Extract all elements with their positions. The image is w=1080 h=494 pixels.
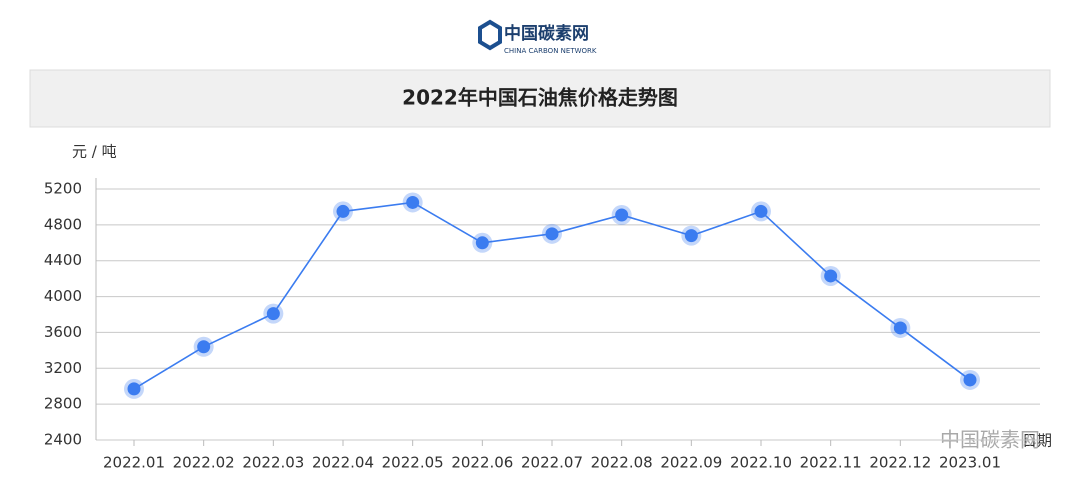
x-tick-label: 2022.08 (591, 454, 653, 472)
y-tick-label: 4800 (44, 215, 82, 233)
y-tick-label: 2400 (44, 431, 82, 449)
x-tick-label: 2022.12 (869, 454, 931, 472)
x-tick-label: 2022.05 (382, 454, 444, 472)
title-band (29, 69, 1051, 128)
point (127, 382, 141, 396)
x-tick-label: 2022.01 (103, 454, 165, 472)
point (406, 195, 420, 209)
x-tick-label: 2022.10 (730, 454, 792, 472)
point (963, 373, 977, 387)
point (684, 229, 698, 243)
plot: 2400 2800 3200 3600 4000 4400 4800 5200 2022.01 2… (44, 178, 1040, 472)
x-tick-label: 2022.04 (312, 454, 374, 472)
logo: 中国碳素网 CHINA CARBON NETWORK (478, 19, 597, 55)
x-tick-label: 2022.07 (521, 454, 583, 472)
y-tick-label: 4000 (44, 287, 82, 305)
point (893, 321, 907, 335)
chart-title: 2022年中国石油焦价格走势图 (402, 86, 678, 110)
logo-icon (478, 19, 502, 51)
x-tick-label: 2022.03 (242, 454, 304, 472)
point (754, 204, 768, 218)
y-axis-label: 元 / 吨 (72, 143, 117, 161)
point (615, 208, 629, 222)
point (266, 307, 280, 321)
point (475, 236, 489, 250)
x-tick-label: 2022.09 (660, 454, 722, 472)
logo-subtitle: CHINA CARBON NETWORK (504, 47, 597, 55)
point (545, 227, 559, 241)
x-tick-label: 2022.06 (451, 454, 513, 472)
point (197, 340, 211, 354)
y-tick-label: 4400 (44, 251, 82, 269)
y-tick-label: 3200 (44, 359, 82, 377)
x-tick-label: 2022.02 (173, 454, 235, 472)
y-tick-label: 3600 (44, 323, 82, 341)
point (824, 269, 838, 283)
x-tick-label: 2023.01 (939, 454, 1001, 472)
y-tick-label: 5200 (44, 180, 82, 198)
y-tick-label: 2800 (44, 395, 82, 413)
x-tick-label: 2022.11 (800, 454, 862, 472)
logo-name: 中国碳素网 (504, 23, 589, 44)
point (336, 204, 350, 218)
